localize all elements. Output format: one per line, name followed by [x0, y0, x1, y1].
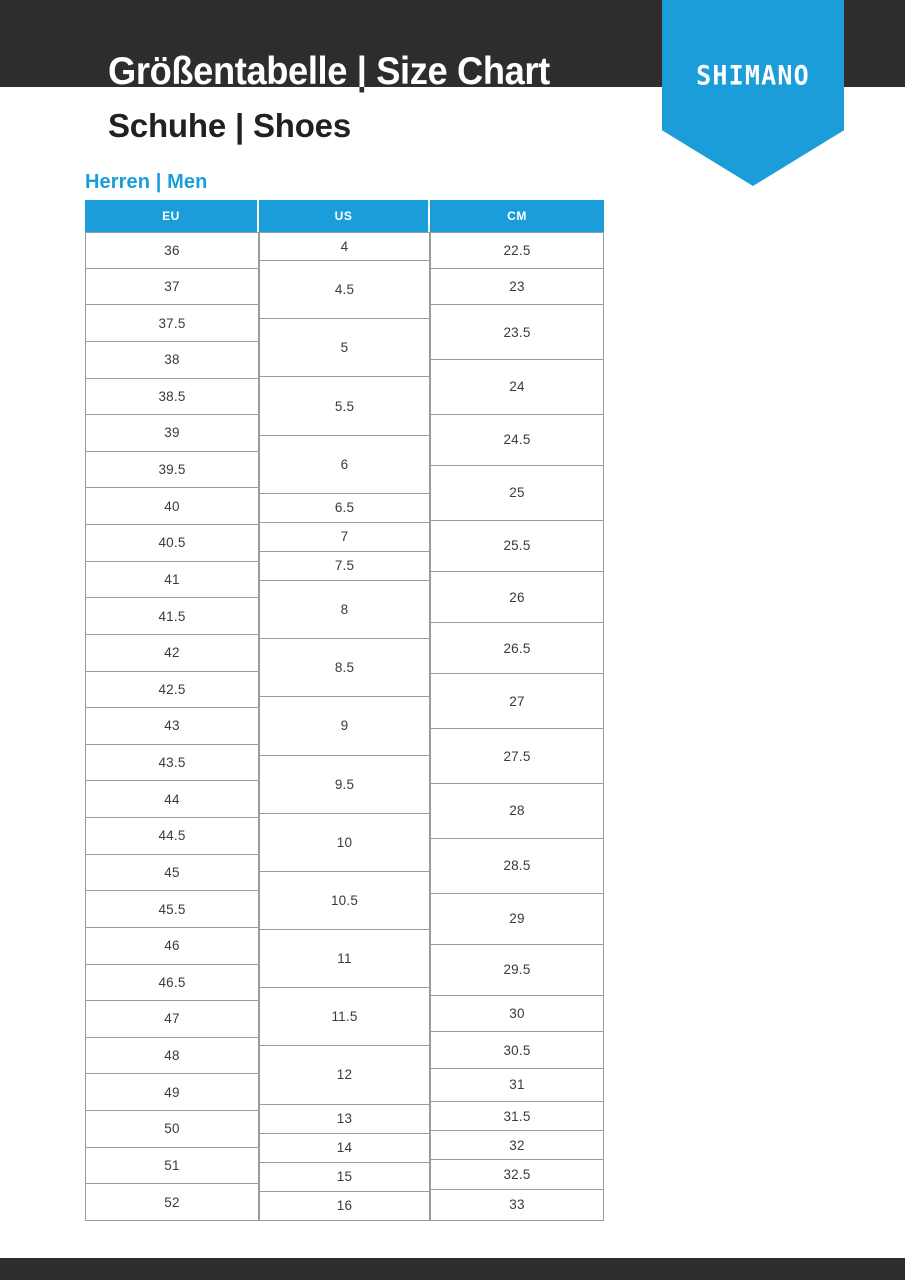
eu-cell: 39.5 [86, 451, 258, 489]
cm-cell: 26 [431, 571, 603, 624]
section-heading-men: Herren | Men [85, 171, 208, 193]
eu-cell: 36 [86, 232, 258, 269]
us-cell: 14 [260, 1133, 429, 1163]
us-cell: 9.5 [260, 755, 429, 814]
cm-cell: 28 [431, 783, 603, 839]
shimano-wordmark: SHIMANO [696, 59, 810, 91]
cm-cell: 26.5 [431, 623, 603, 675]
us-cell: 8 [260, 581, 429, 640]
eu-cell: 42 [86, 634, 258, 672]
column-header-cm: CM [430, 200, 604, 232]
us-cell: 9 [260, 697, 429, 756]
cm-cell: 30.5 [431, 1032, 603, 1070]
cm-cell: 33 [431, 1189, 603, 1221]
cm-cell: 23.5 [431, 305, 603, 360]
cm-cell: 31.5 [431, 1101, 603, 1132]
eu-cell: 43 [86, 708, 258, 745]
us-cell: 11 [260, 930, 429, 989]
us-cell: 15 [260, 1162, 429, 1192]
eu-cell: 46.5 [86, 964, 258, 1002]
cm-cell: 29 [431, 893, 603, 945]
us-cell: 7 [260, 522, 429, 552]
cm-cell: 24 [431, 359, 603, 415]
cm-cell: 27 [431, 674, 603, 730]
eu-cell: 40 [86, 488, 258, 525]
us-cell: 11.5 [260, 988, 429, 1047]
cm-cell: 25 [431, 465, 603, 521]
eu-cell: 48 [86, 1037, 258, 1075]
cm-cell: 32.5 [431, 1160, 603, 1190]
table-header-row: EU US CM [85, 200, 604, 232]
page-title: Größentabelle | Size Chart Größentabelle… [108, 49, 748, 95]
us-cell: 16 [260, 1191, 429, 1221]
eu-cell: 46 [86, 927, 258, 965]
size-table: EU US CM 36 37 37.5 38 38.5 39 39.5 40 40.5 41 41.… [85, 200, 604, 1221]
cm-cell: 25.5 [431, 520, 603, 572]
page-title-dark-layer: Größentabelle | Size Chart [108, 50, 550, 93]
us-cell: 4.5 [260, 261, 429, 320]
column-header-us: US [259, 200, 430, 232]
cm-cell: 29.5 [431, 944, 603, 996]
cm-cell: 30 [431, 995, 603, 1033]
eu-cell: 49 [86, 1074, 258, 1111]
footer-dark-band [0, 1258, 905, 1280]
us-cell: 5.5 [260, 377, 429, 436]
column-eu: 36 37 37.5 38 38.5 39 39.5 40 40.5 41 41.5 42 42.5 43… [85, 232, 259, 1221]
eu-cell: 38.5 [86, 378, 258, 416]
cm-cell: 23 [431, 268, 603, 306]
eu-cell: 45 [86, 854, 258, 892]
eu-cell: 47 [86, 1001, 258, 1038]
eu-cell: 51 [86, 1147, 258, 1185]
cm-cell: 24.5 [431, 414, 603, 466]
table-body: 36 37 37.5 38 38.5 39 39.5 40 40.5 41 41.5 42 42.5 43… [85, 232, 604, 1221]
us-cell: 6.5 [260, 493, 429, 523]
eu-cell: 38 [86, 341, 258, 379]
us-cell: 13 [260, 1104, 429, 1134]
eu-cell: 44 [86, 781, 258, 818]
eu-cell: 52 [86, 1184, 258, 1221]
us-cell: 10 [260, 813, 429, 872]
us-cell: 5 [260, 319, 429, 378]
eu-cell: 41.5 [86, 598, 258, 635]
column-us: 4 4.5 5 5.5 6 6.5 7 7.5 8 8.5 9 9.5 10 10.5 11 11.5 12 13… [259, 232, 430, 1221]
eu-cell: 50 [86, 1111, 258, 1148]
cm-cell: 28.5 [431, 838, 603, 894]
us-cell: 6 [260, 435, 429, 494]
cm-cell: 31 [431, 1069, 603, 1102]
column-cm: 22.5 23 23.5 24 24.5 25 25.5 26 26.5 27 27.5 28 28.5… [430, 232, 604, 1221]
page-title-light-layer: Größentabelle | Size Chart [108, 50, 550, 93]
us-cell: 4 [260, 232, 429, 262]
us-cell: 12 [260, 1046, 429, 1105]
eu-cell: 45.5 [86, 891, 258, 928]
us-cell: 8.5 [260, 639, 429, 698]
us-cell: 10.5 [260, 871, 429, 931]
cm-cell: 22.5 [431, 232, 603, 269]
eu-cell: 43.5 [86, 744, 258, 782]
page-subtitle: Schuhe | Shoes [108, 107, 351, 144]
cm-cell: 32 [431, 1131, 603, 1161]
eu-cell: 41 [86, 561, 258, 599]
eu-cell: 37 [86, 268, 258, 306]
eu-cell: 40.5 [86, 525, 258, 562]
us-cell: 7.5 [260, 551, 429, 581]
column-header-eu: EU [85, 200, 259, 232]
eu-cell: 42.5 [86, 671, 258, 709]
eu-cell: 44.5 [86, 818, 258, 855]
eu-cell: 37.5 [86, 305, 258, 342]
eu-cell: 39 [86, 415, 258, 452]
cm-cell: 27.5 [431, 729, 603, 784]
